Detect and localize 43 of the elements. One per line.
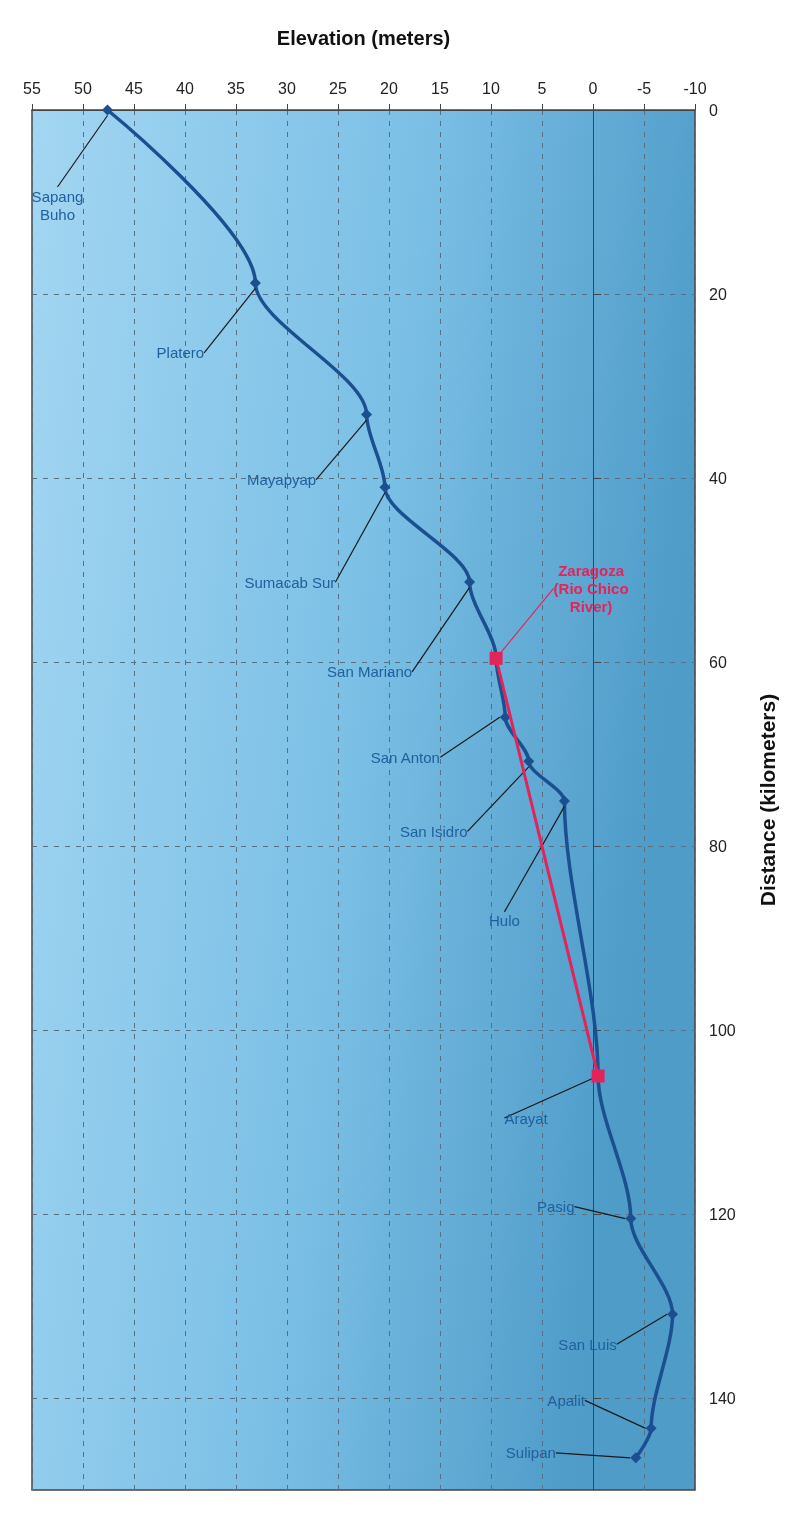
x-tick-label: 0 xyxy=(588,79,598,97)
point xyxy=(630,1452,642,1464)
annotation: Sulipan xyxy=(505,1444,556,1462)
y-tick-label: 60 xyxy=(709,653,727,671)
annotation: San Anton xyxy=(370,748,440,766)
x-tick-label: 50 xyxy=(74,79,92,97)
x-axis-title: Elevation (meters) xyxy=(276,27,451,49)
x-tick-label: -5 xyxy=(636,79,652,97)
y-tick-label: 140 xyxy=(709,1389,736,1407)
annotation: Pasig xyxy=(536,1198,575,1216)
annotation: Apalit xyxy=(547,1391,586,1409)
annotation: Hulo xyxy=(489,912,520,930)
x-tick-label: 15 xyxy=(431,79,449,97)
y-tick-label: 100 xyxy=(709,1021,736,1039)
annotation: Sumacab Sur xyxy=(244,573,336,591)
y-axis-title: Distance (kilometers) xyxy=(756,693,779,907)
point xyxy=(558,795,570,807)
x-tick-label: 30 xyxy=(278,79,296,97)
x-tick-label: 25 xyxy=(329,79,347,97)
annotation: San Mariano xyxy=(327,663,413,681)
x-tick-label: 55 xyxy=(23,79,41,97)
x-tick-label: 5 xyxy=(537,79,547,97)
x-tick-label: -10 xyxy=(683,79,707,97)
point xyxy=(591,1069,605,1083)
x-tick-label: 45 xyxy=(125,79,143,97)
x-tick-label: 40 xyxy=(176,79,194,97)
annotation: Arayat xyxy=(504,1109,549,1127)
annotation: San Isidro xyxy=(399,822,468,840)
x-tick-label: 20 xyxy=(380,79,398,97)
y-tick-label: 80 xyxy=(709,837,727,855)
x-tick-label: 10 xyxy=(482,79,500,97)
annotation: Platero xyxy=(156,344,205,362)
y-tick-label: 120 xyxy=(709,1205,736,1223)
point xyxy=(249,277,261,289)
annotation: Mayapyap xyxy=(246,471,317,489)
y-tick-label: 0 xyxy=(709,101,718,119)
y-tick-label: 40 xyxy=(709,469,727,487)
point xyxy=(523,755,535,767)
x-tick-label: 35 xyxy=(227,79,245,97)
point xyxy=(489,651,503,665)
point xyxy=(101,104,113,116)
point xyxy=(464,576,476,588)
y-tick-label: 20 xyxy=(709,285,727,303)
